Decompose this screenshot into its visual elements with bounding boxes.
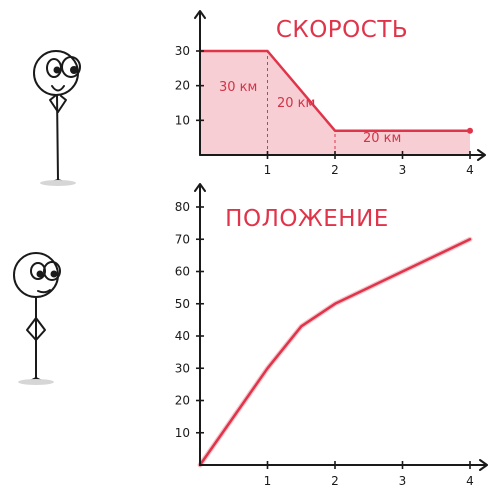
speed-area-label: 20 км (363, 131, 401, 146)
speed-x-tick-label: 1 (264, 163, 272, 177)
speed-area-label: 30 км (219, 80, 257, 95)
speed-y-tick-label: 10 (175, 113, 190, 127)
stick-figure-smiling-icon (33, 50, 81, 186)
position-x-tick-label: 1 (264, 474, 272, 488)
position-x-axis (199, 459, 488, 471)
position-y-tick-label: 40 (175, 329, 190, 343)
speed-end-point (467, 127, 473, 134)
position-y-tick-label: 10 (175, 426, 190, 440)
position-chart: ПОЛОЖЕНИЕ 1 2 3 4 10 20 30 40 50 60 70 80 (175, 183, 488, 488)
position-y-tick-label: 30 (175, 361, 190, 375)
speed-area-label: 20 км (277, 96, 315, 111)
position-y-tick-label: 50 (175, 297, 190, 311)
speed-x-tick-label: 3 (399, 163, 407, 177)
position-y-axis (194, 183, 206, 466)
speed-chart: СКОРОСТЬ 1 2 3 4 10 20 30 30 км 20 км 20 км (175, 10, 486, 177)
speed-y-axis (194, 10, 206, 156)
position-x-tick-label: 3 (399, 474, 407, 488)
speed-chart-title: СКОРОСТЬ (276, 17, 408, 43)
speed-line (198, 49, 472, 132)
position-y-tick-label: 60 (175, 265, 190, 279)
position-chart-title: ПОЛОЖЕНИЕ (225, 206, 389, 232)
speed-x-tick-label: 2 (331, 163, 339, 177)
speed-area (200, 51, 470, 155)
position-x-tick-label: 2 (331, 474, 339, 488)
speed-y-tick-label: 30 (175, 44, 190, 58)
position-y-tick-label: 80 (175, 200, 190, 214)
position-y-tick-label: 70 (175, 232, 190, 246)
position-line-shadow (197, 236, 473, 468)
speed-x-axis (199, 149, 486, 161)
speed-y-tick-label: 20 (175, 79, 190, 93)
speed-x-tick-label: 4 (466, 163, 474, 177)
stick-figure-thinking-icon (13, 252, 61, 385)
position-x-tick-label: 4 (466, 474, 474, 488)
position-y-tick-label: 20 (175, 394, 190, 408)
position-line (198, 238, 472, 467)
